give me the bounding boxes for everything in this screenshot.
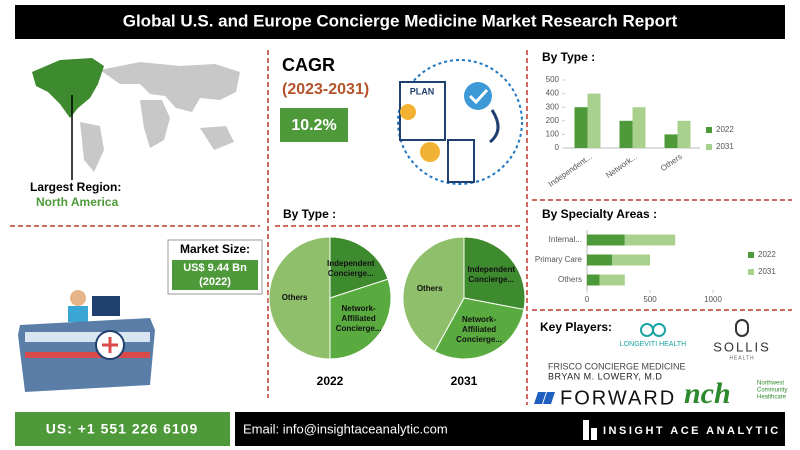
separators <box>10 50 792 405</box>
icon-label: PLAN <box>410 86 435 96</box>
market-size-year: (2022) <box>199 276 231 288</box>
bar <box>587 234 625 246</box>
y-tick-label: 0 <box>555 143 560 152</box>
pie-label: Independent Concierge... <box>467 265 516 285</box>
cagr-period: (2023-2031) <box>282 81 369 98</box>
logo-text: HEALTH <box>729 355 754 361</box>
region-label: Largest Region: <box>30 180 121 194</box>
key-players-title: Key Players: <box>540 320 612 334</box>
pie-slice <box>329 236 389 299</box>
bar <box>632 107 646 148</box>
pie-label: Network-Affiliated Concierge... <box>456 315 502 344</box>
cagr-box <box>280 108 348 142</box>
pie-slice <box>433 297 525 360</box>
header-bar <box>15 5 785 39</box>
x-tick-label: Others <box>659 152 684 173</box>
x-tick-label: 0 <box>585 295 590 304</box>
y-tick-label: 500 <box>546 75 560 84</box>
bar <box>624 234 676 246</box>
logo-text: SOLLIS <box>713 339 771 354</box>
pie-slice <box>463 236 526 311</box>
market-size-value: US$ 9.44 Bn <box>183 262 247 274</box>
footer-phone-box <box>15 412 230 446</box>
footer-phone: US: +1 551 226 6109 <box>46 421 199 437</box>
y-tick-label: 300 <box>546 102 560 111</box>
pie-label: Others <box>416 284 443 294</box>
brand-icon <box>583 420 597 440</box>
x-tick-label: 1000 <box>704 295 722 304</box>
bar <box>587 254 613 266</box>
logo-text: Community <box>757 388 787 394</box>
world-map <box>32 58 240 180</box>
doctor-illustration <box>18 290 155 392</box>
x-tick-label: Independent... <box>547 152 594 189</box>
market-size-box <box>172 260 258 290</box>
y-tick-label: Others <box>558 275 582 284</box>
legend-label: 2022 <box>716 125 734 134</box>
pie-slice <box>329 278 392 360</box>
legend-swatch <box>706 127 712 133</box>
y-tick-label: 400 <box>546 89 560 98</box>
pie-slice <box>268 236 331 360</box>
bar <box>587 93 601 148</box>
logo-longeviti: LONGEVITI HEALTH <box>620 323 686 348</box>
chart-title: By Type : <box>283 207 336 221</box>
legend-label: 2031 <box>758 267 776 276</box>
footer-brand: INSIGHT ACE ANALYTIC <box>603 425 781 437</box>
bar <box>599 274 625 286</box>
chart-title: By Type : <box>542 50 595 64</box>
pie-caption: 2022 <box>317 374 344 388</box>
footer-email: Email: info@insightaceanalytic.com <box>243 421 448 436</box>
legend-swatch <box>748 252 754 258</box>
legend-swatch <box>706 144 712 150</box>
bar <box>677 120 691 148</box>
pie-label: Network-Affiliated Concierge... <box>335 303 382 333</box>
region-value: North America <box>36 195 119 209</box>
chart-title: By Specialty Areas : <box>542 207 657 221</box>
header-title: Global U.S. and Europe Concierge Medicin… <box>123 11 678 30</box>
cagr-title: CAGR <box>282 55 335 75</box>
market-size-label: Market Size: <box>180 242 250 256</box>
logo-text: Northwest <box>757 381 784 387</box>
logo-sollis: SOLLIS HEALTH <box>713 319 771 361</box>
legend-label: 2031 <box>716 142 734 151</box>
logo-text: nch <box>684 377 731 410</box>
bar <box>612 254 650 266</box>
pie-slice <box>402 236 465 353</box>
bar <box>587 274 600 286</box>
y-tick-label: Internal... <box>549 235 582 244</box>
cagr-value: 10.2% <box>291 117 336 134</box>
logo-text: Healthcare <box>757 395 787 401</box>
x-tick-label: Network... <box>604 152 639 180</box>
logo-text: FORWARD <box>560 387 676 409</box>
legend-swatch <box>748 269 754 275</box>
logo-text: LONGEVITI HEALTH <box>620 341 686 348</box>
pie-caption: 2031 <box>451 374 478 388</box>
pie-label: Others <box>281 293 308 302</box>
x-tick-label: 500 <box>643 295 657 304</box>
logo-text: BRYAN M. LOWERY, M.D <box>548 371 662 381</box>
footer-bar <box>235 412 785 446</box>
logo-text: FRISCO CONCIERGE MEDICINE <box>548 361 686 371</box>
bar <box>574 107 588 148</box>
y-tick-label: 100 <box>546 130 560 139</box>
plan-icon: PLAN <box>397 59 523 185</box>
y-tick-label: 200 <box>546 116 560 125</box>
forward-icon <box>534 392 555 404</box>
legend-label: 2022 <box>758 250 776 259</box>
bar <box>664 134 678 148</box>
bar <box>619 120 633 148</box>
pie-label: Independent Concierge... <box>327 259 375 279</box>
y-tick-label: Primary Care <box>535 255 583 264</box>
